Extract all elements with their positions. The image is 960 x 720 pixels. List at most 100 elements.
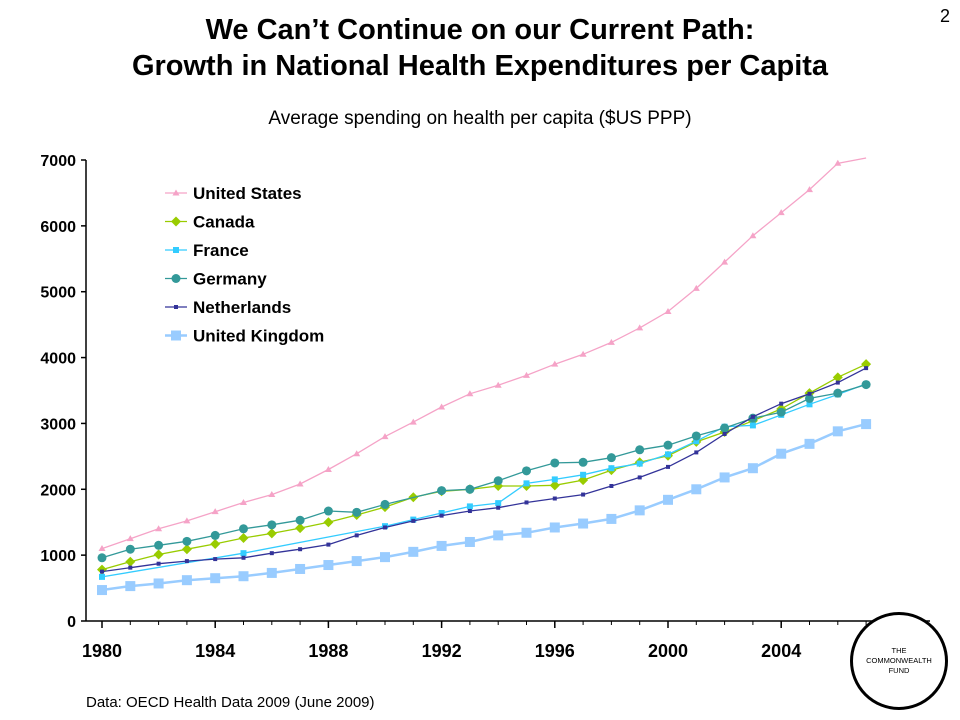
data-point xyxy=(266,528,277,539)
data-point xyxy=(549,480,560,491)
data-point xyxy=(804,438,815,449)
data-point xyxy=(323,517,334,528)
data-point xyxy=(241,555,246,560)
data-point xyxy=(181,544,192,555)
data-point xyxy=(464,536,475,547)
data-point xyxy=(581,492,586,497)
data-point xyxy=(128,565,133,570)
data-point xyxy=(323,506,333,516)
data-point xyxy=(97,585,107,596)
data-point xyxy=(493,476,503,486)
data-point xyxy=(153,549,164,560)
data-point xyxy=(721,258,729,265)
data-point xyxy=(750,414,755,419)
y-tick-label: 2000 xyxy=(40,482,76,499)
data-point xyxy=(523,480,530,487)
data-point xyxy=(353,450,361,457)
data-point xyxy=(522,466,531,476)
data-point xyxy=(210,573,221,584)
legend-swatch-marker xyxy=(171,274,181,283)
x-tick-label: 1984 xyxy=(195,641,235,661)
data-point xyxy=(694,450,699,455)
data-point xyxy=(210,538,221,549)
data-point xyxy=(99,573,105,580)
slide-title-line-2: Growth in National Health Expenditures p… xyxy=(131,50,829,82)
data-point xyxy=(408,546,419,557)
data-point xyxy=(238,533,249,544)
data-point xyxy=(352,507,362,517)
data-point xyxy=(493,530,504,541)
data-point xyxy=(100,569,104,574)
data-point xyxy=(635,445,645,455)
data-point xyxy=(549,522,560,533)
data-point xyxy=(521,527,532,538)
x-tick-label: 1988 xyxy=(308,641,348,661)
data-point xyxy=(98,545,106,552)
data-point xyxy=(607,338,615,345)
data-point xyxy=(467,509,472,514)
data-point xyxy=(155,525,163,532)
data-point xyxy=(239,524,248,534)
data-point xyxy=(380,552,390,563)
data-point xyxy=(807,391,812,396)
series-line xyxy=(101,157,867,550)
data-point xyxy=(663,440,673,450)
data-point xyxy=(295,515,305,525)
page-number: 2 xyxy=(939,6,950,26)
data-point xyxy=(184,559,189,564)
series-united-states xyxy=(98,157,867,552)
data-point xyxy=(551,476,558,483)
data-point xyxy=(806,401,813,408)
data-point xyxy=(719,472,730,483)
data-point xyxy=(861,380,871,390)
data-point xyxy=(637,475,642,480)
legend-label: Netherlands xyxy=(193,298,291,317)
chart-legend: United States Canada France Germany Netherla… xyxy=(165,184,324,346)
data-point xyxy=(267,520,277,530)
x-tick-label: 2004 xyxy=(761,641,801,661)
data-point xyxy=(779,401,784,406)
legend-label: United States xyxy=(193,184,302,203)
data-point xyxy=(411,518,416,523)
data-point xyxy=(269,551,274,556)
data-point xyxy=(298,547,303,552)
chart-series xyxy=(97,157,872,596)
data-point xyxy=(691,484,702,495)
legend-swatch-marker xyxy=(174,305,178,309)
data-point xyxy=(436,540,447,551)
legend-item: United States xyxy=(165,184,302,203)
data-point xyxy=(776,407,786,417)
data-point xyxy=(238,571,249,582)
data-point xyxy=(861,359,872,370)
legend-item: United Kingdom xyxy=(165,327,324,346)
source-note: Data: OECD Health Data 2009 (June 2009) xyxy=(86,694,375,711)
data-point xyxy=(578,457,588,467)
data-point xyxy=(608,465,615,472)
series-united-kingdom xyxy=(97,419,872,596)
series-germany xyxy=(97,380,871,563)
y-tick-label: 4000 xyxy=(40,351,76,368)
y-tick-label: 7000 xyxy=(40,153,76,170)
data-point xyxy=(664,307,672,314)
data-point xyxy=(693,438,700,445)
data-point xyxy=(578,518,589,529)
data-point xyxy=(97,553,107,563)
logo-line-3: FUND xyxy=(888,666,910,675)
chart-axes: 0 1000 2000 3000 4000 5000 6000 7000 1980 1984 198… xyxy=(40,153,930,661)
legend-label: Canada xyxy=(193,213,255,232)
data-point xyxy=(182,536,192,546)
data-point xyxy=(832,426,843,437)
data-point xyxy=(805,393,814,403)
data-point xyxy=(806,186,813,193)
data-point xyxy=(606,513,617,524)
data-point xyxy=(181,575,192,586)
y-tick-label: 1000 xyxy=(40,548,76,565)
data-point xyxy=(438,403,446,410)
data-point xyxy=(524,500,529,505)
data-point xyxy=(351,556,362,567)
legend-swatch-marker xyxy=(171,216,181,227)
data-point xyxy=(295,563,306,574)
series-netherlands xyxy=(100,366,869,574)
data-point xyxy=(211,508,219,515)
